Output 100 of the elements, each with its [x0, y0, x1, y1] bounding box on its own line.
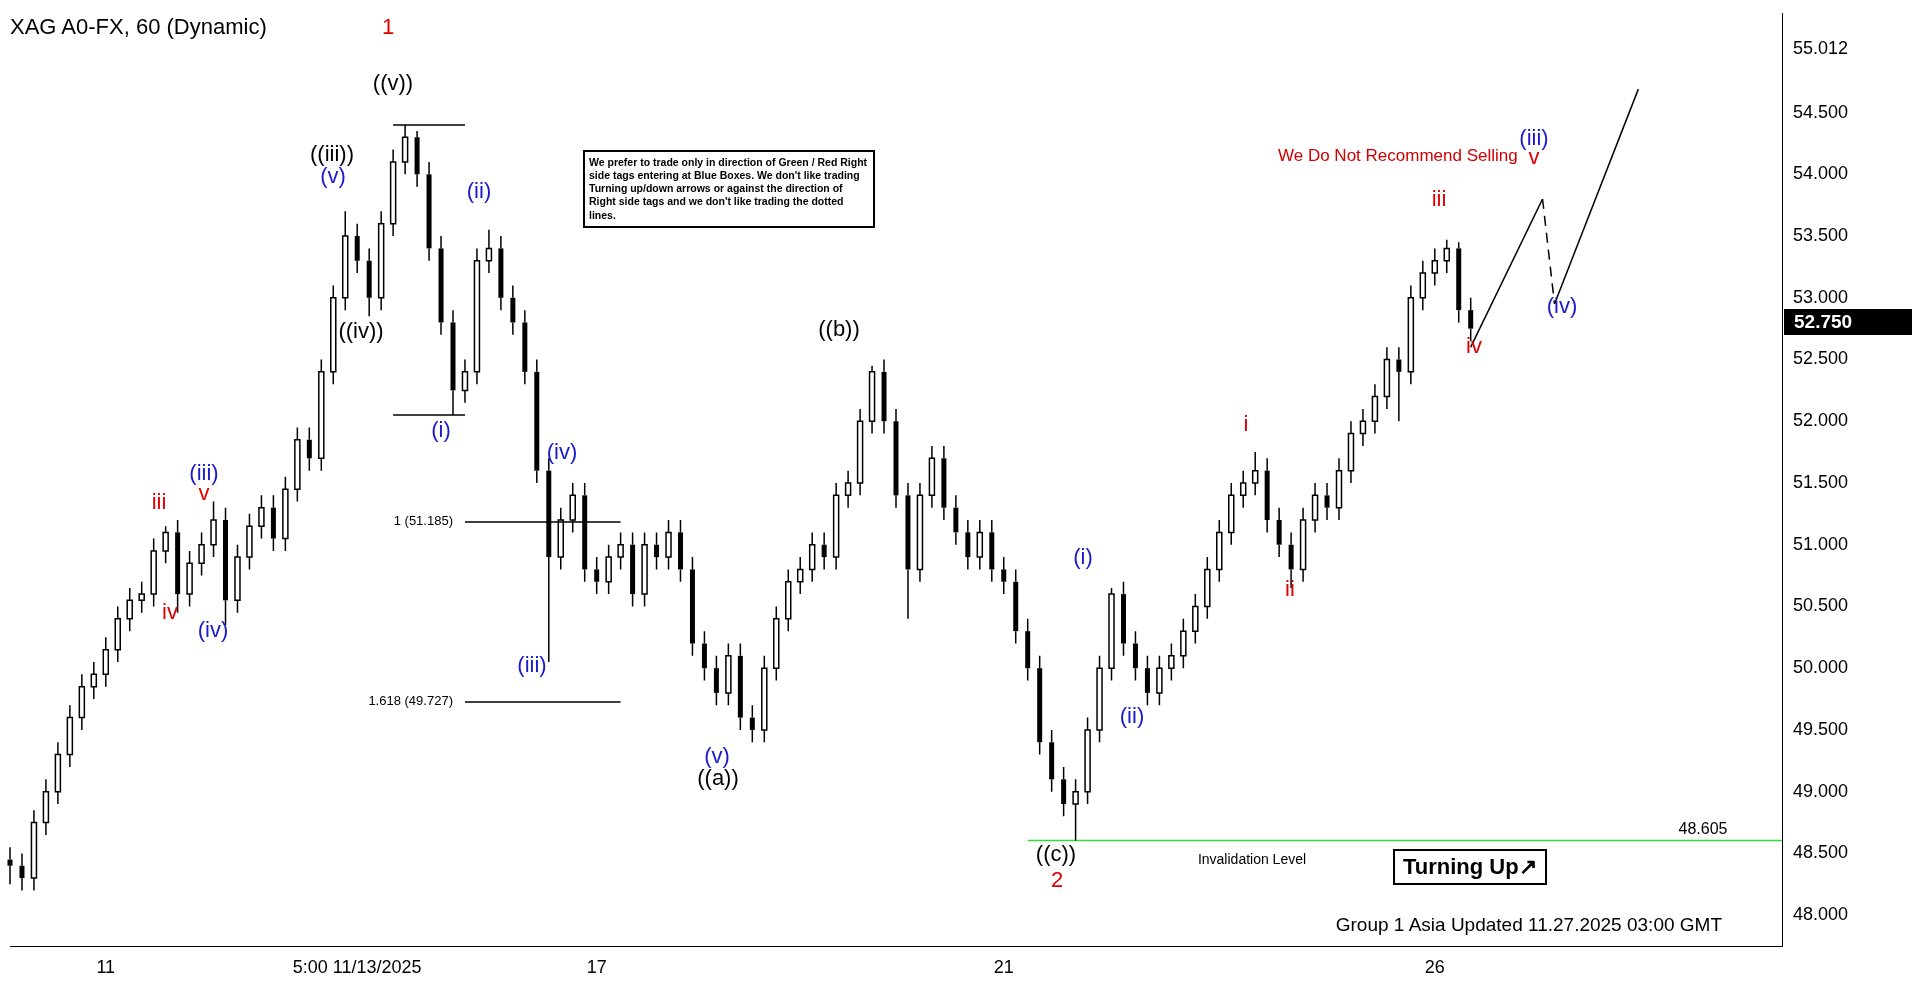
candlestick [1359, 408, 1367, 447]
candlestick [1276, 506, 1282, 558]
candlestick [1216, 519, 1223, 583]
candlestick [78, 673, 86, 731]
x-tick-label: 21 [993, 956, 1014, 977]
candlestick [1204, 556, 1211, 620]
x-tick-label: 26 [1424, 956, 1445, 977]
candlestick [1311, 482, 1319, 534]
candlestick [389, 148, 397, 237]
candlestick [54, 741, 62, 805]
candlestick [761, 655, 768, 744]
candlestick [258, 494, 265, 540]
candlestick [1299, 506, 1307, 583]
candlestick [1049, 729, 1055, 793]
candlestick [654, 531, 660, 571]
candlestick [341, 210, 349, 311]
candlestick [749, 704, 755, 744]
candlestick [377, 210, 385, 311]
candlestick [522, 309, 528, 385]
annotation: (ii) [1119, 703, 1145, 729]
annotation: Group 1 Asia Updated 11.27.2025 03:00 GMT [1335, 914, 1722, 936]
candlestick [66, 704, 74, 768]
y-tick-label: 52.000 [1793, 410, 1849, 431]
annotation: Invalidation Level [1197, 851, 1307, 867]
candlestick [808, 531, 816, 583]
candlestick [1096, 655, 1103, 744]
annotation: 1 [381, 14, 395, 40]
annotation: ii [1285, 576, 1295, 602]
candlestick [414, 130, 420, 188]
candlestick [485, 229, 493, 274]
candlestick [1251, 451, 1259, 497]
annotation: i [1243, 411, 1249, 437]
candlestick [630, 531, 636, 608]
candlestick [665, 519, 672, 571]
candlestick [1001, 556, 1007, 595]
annotation: 2 [1050, 867, 1064, 893]
candlestick [1335, 457, 1343, 521]
candlestick [641, 531, 648, 608]
candlestick [294, 426, 301, 503]
candlestick [701, 630, 707, 682]
candlestick [905, 482, 911, 620]
y-tick-label: 55.012 [1793, 38, 1849, 59]
candlestick [916, 482, 924, 583]
candlestick [210, 500, 217, 558]
candlestick [354, 222, 360, 274]
candlestick [773, 605, 780, 682]
candlestick [1037, 655, 1043, 756]
candlestick [1156, 655, 1163, 706]
candlestick [426, 161, 432, 262]
annotation: (ii) [466, 178, 492, 204]
candlestick [473, 247, 481, 385]
candlestick [1324, 482, 1330, 521]
candlestick [953, 494, 959, 546]
candlestick [330, 284, 337, 385]
annotation: (i) [1073, 544, 1093, 570]
candlestick [510, 284, 516, 336]
candlestick [941, 445, 947, 521]
candlestick [162, 525, 169, 564]
annotation: ((v)) [372, 70, 414, 96]
candlestick [1132, 630, 1138, 682]
x-tick-label: 17 [586, 956, 607, 977]
y-tick-label: 54.000 [1793, 163, 1849, 184]
candlestick [677, 519, 683, 583]
annotation: ((c)) [1035, 841, 1077, 867]
candlestick [856, 408, 864, 497]
annotation: ((iv)) [338, 318, 384, 344]
candlestick [725, 642, 732, 706]
y-tick-label: 53.500 [1793, 225, 1849, 246]
candlestick [832, 482, 840, 571]
candlestick [821, 531, 827, 571]
candlestick [1227, 482, 1235, 546]
candlestick [784, 568, 792, 632]
y-tick-label: 52.500 [1793, 348, 1849, 369]
candlestick [461, 358, 469, 404]
candlestick [1456, 241, 1462, 324]
annotation: (iv) [197, 617, 229, 643]
annotation: iv [162, 599, 178, 625]
candlestick [30, 809, 38, 892]
candlestick [1168, 642, 1175, 682]
candlestick [1371, 383, 1379, 435]
candlestick [126, 587, 133, 632]
candlestick [989, 519, 995, 583]
x-tick-label: 5:00 11/13/2025 [292, 956, 422, 977]
candlestick [713, 655, 719, 706]
candlestick [844, 469, 852, 509]
y-tick-label: 49.500 [1793, 718, 1849, 739]
candlestick [965, 519, 971, 571]
annotation: We Do Not Recommend Selling [1278, 146, 1518, 166]
annotation: Turning Up↗ [1393, 849, 1547, 885]
candlestick [19, 852, 25, 892]
annotation: 48.605 [1678, 820, 1728, 838]
candlestick [1443, 239, 1451, 274]
candlestick [689, 556, 695, 657]
candlestick [234, 543, 241, 614]
candlestick [928, 445, 936, 509]
candlestick [150, 537, 157, 608]
candlestick [976, 519, 984, 571]
candlestick [1144, 655, 1150, 706]
annotation: iii [1431, 186, 1447, 212]
annotation: ((b)) [818, 316, 860, 342]
